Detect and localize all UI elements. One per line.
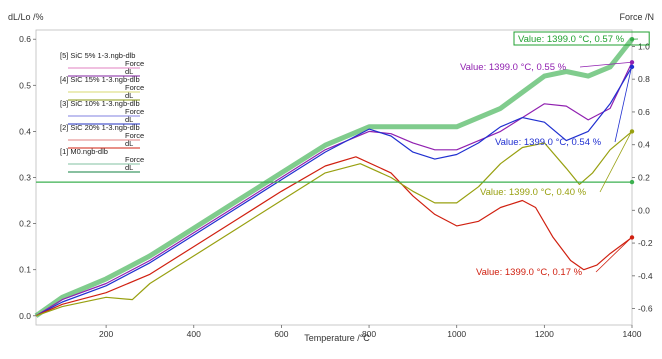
x-tick-label: 1200 xyxy=(535,329,554,339)
legend-entry-label: dL xyxy=(125,139,133,148)
value-annotation: Value: 1399.0 °C, 0.55 % xyxy=(460,62,567,73)
y-tick-label: 0.3 xyxy=(19,173,31,183)
y2-tick-label: -0.6 xyxy=(638,304,653,314)
x-tick-label: 1400 xyxy=(623,329,642,339)
x-tick-label: 200 xyxy=(99,329,113,339)
value-annotation: Value: 1399.0 °C, 0.40 % xyxy=(480,187,587,198)
x-tick-label: 1000 xyxy=(447,329,466,339)
y-axis-label: dL/Lo /% xyxy=(8,12,44,22)
x-tick-label: 600 xyxy=(274,329,288,339)
x-tick-label: 400 xyxy=(187,329,201,339)
value-annotation: Value: 1399.0 °C, 0.17 % xyxy=(476,267,583,278)
y-tick-label: 0.2 xyxy=(19,219,31,229)
y2-tick-label: 0.6 xyxy=(638,107,650,117)
y-tick-label: 0.0 xyxy=(19,311,31,321)
value-annotation: Value: 1399.0 °C, 0.54 % xyxy=(495,137,602,148)
legend-title: [1] M0.ngb-dlb xyxy=(60,147,108,156)
y2-tick-label: 0.4 xyxy=(638,140,650,150)
y-tick-label: 0.5 xyxy=(19,80,31,90)
x-tick-label: 800 xyxy=(362,329,376,339)
series-end-marker xyxy=(630,180,634,184)
x-axis-label: Temperature /°C xyxy=(304,333,370,343)
y2-tick-label: -0.2 xyxy=(638,238,653,248)
y-tick-label: 0.1 xyxy=(19,265,31,275)
y2-tick-label: 0.2 xyxy=(638,173,650,183)
value-annotation: Value: 1399.0 °C, 0.57 % xyxy=(518,34,625,45)
series-end-marker xyxy=(630,65,634,69)
y2-tick-label: -0.4 xyxy=(638,271,653,281)
legend-entry-label: dL xyxy=(125,163,133,172)
y2-tick-label: 1.0 xyxy=(638,41,650,51)
y2-tick-label: 0.0 xyxy=(638,205,650,215)
y2-tick-label: 0.8 xyxy=(638,74,650,84)
y2-axis-label: Force /N xyxy=(619,12,654,22)
y-tick-label: 0.4 xyxy=(19,126,31,136)
y-tick-label: 0.6 xyxy=(19,34,31,44)
